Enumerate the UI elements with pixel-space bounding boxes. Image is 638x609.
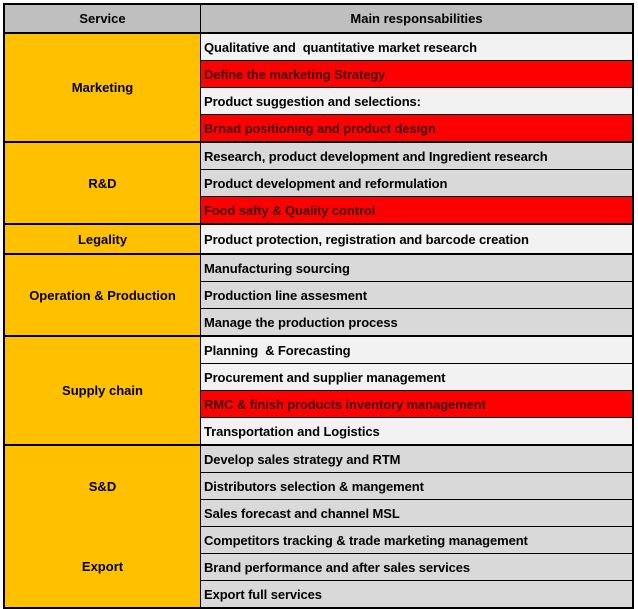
responsibility-cell: Competitors tracking & trade marketing m…: [200, 526, 634, 554]
responsibility-cell: Brand performance and after sales servic…: [200, 553, 634, 581]
table-row: Procurement and supplier management: [4, 363, 634, 391]
responsibility-cell-highlighted: Define the marketing Strategy: [200, 60, 634, 88]
responsibility-cell: Manufacturing sourcing: [200, 253, 634, 282]
table-row: Product development and reformulation: [4, 169, 634, 197]
column-header-service: Service: [3, 3, 201, 34]
responsibility-cell: Product development and reformulation: [200, 169, 634, 197]
table-row: RMC & finish products inventory manageme…: [4, 390, 634, 418]
service-responsibilities-table: Service Main responsabilities Marketing Q…: [3, 3, 634, 609]
responsibility-cell: Research, product development and Ingred…: [200, 141, 634, 170]
table-row: Manage the production process: [4, 308, 634, 337]
responsibility-cell: Distributors selection & mangement: [200, 472, 634, 500]
responsibility-cell: Qualitative and quantitative market rese…: [200, 32, 634, 61]
service-label: R&D: [88, 175, 117, 191]
table-row: S&D Develop sales strategy and RTM: [3, 444, 634, 527]
table-row: Define the marketing Strategy: [4, 60, 634, 88]
service-cell: R&D: [3, 141, 201, 225]
responsibility-cell: Planning & Forecasting: [200, 335, 634, 364]
responsibility-cell-highlighted: RMC & finish products inventory manageme…: [200, 390, 634, 418]
column-header-responsibilities: Main responsabilities: [200, 3, 634, 34]
service-label: Legality: [77, 231, 128, 247]
responsibility-cell: Manage the production process: [200, 308, 634, 337]
table-row: Marketing Qualitative and quantitative ma…: [3, 32, 634, 143]
table-row: Operation & Production Manufacturing sour…: [3, 253, 634, 337]
table-row: Food safty & Quality control: [4, 196, 634, 225]
responsibility-cell: Develop sales strategy and RTM: [200, 444, 634, 473]
table-row: Brnad positioning and product design: [4, 114, 634, 143]
table-row: Sales forecast and channel MSL: [4, 499, 634, 527]
table-row: Brand performance and after sales servic…: [4, 553, 634, 581]
table-row: Distributors selection & mangement: [4, 472, 634, 500]
responsibility-cell: Transportation and Logistics: [200, 417, 634, 446]
table-row: Product suggestion and selections:: [4, 87, 634, 115]
table-row: Legality Product protection, registration…: [3, 223, 634, 255]
responsibility-cell: Product suggestion and selections:: [200, 87, 634, 115]
service-cell: Supply chain: [3, 335, 201, 446]
service-label: Export: [81, 559, 124, 575]
service-cell: Marketing: [3, 32, 201, 143]
service-cell: Legality: [3, 223, 201, 255]
responsibility-cell: Sales forecast and channel MSL: [200, 499, 634, 527]
service-cell: Export: [3, 526, 201, 609]
service-cell: S&D: [3, 444, 201, 527]
service-label: Marketing: [71, 80, 134, 95]
table-row: R&D Research, product development and Ing…: [3, 141, 634, 225]
table-body: Marketing Qualitative and quantitative ma…: [3, 32, 634, 609]
responsibility-cell: Product protection, registration and bar…: [200, 223, 634, 255]
table-row: Export Competitors tracking & trade marke…: [3, 526, 634, 609]
service-cell: Operation & Production: [3, 253, 201, 337]
table-header: Service Main responsabilities: [3, 3, 634, 34]
table-row: Supply chain Planning & Forecasting: [3, 335, 634, 446]
responsibility-cell: Production line assesment: [200, 281, 634, 309]
responsibility-cell-highlighted: Food safty & Quality control: [200, 196, 634, 225]
responsibility-cell-highlighted: Brnad positioning and product design: [200, 114, 634, 143]
header-row: Service Main responsabilities: [3, 3, 634, 34]
responsibility-cell: Procurement and supplier management: [200, 363, 634, 391]
service-label: S&D: [88, 478, 117, 494]
table-row: Production line assesment: [4, 281, 634, 309]
service-label: Supply chain: [62, 383, 143, 398]
service-label: Operation & Production: [29, 287, 176, 303]
table-row: Transportation and Logistics: [4, 417, 634, 446]
